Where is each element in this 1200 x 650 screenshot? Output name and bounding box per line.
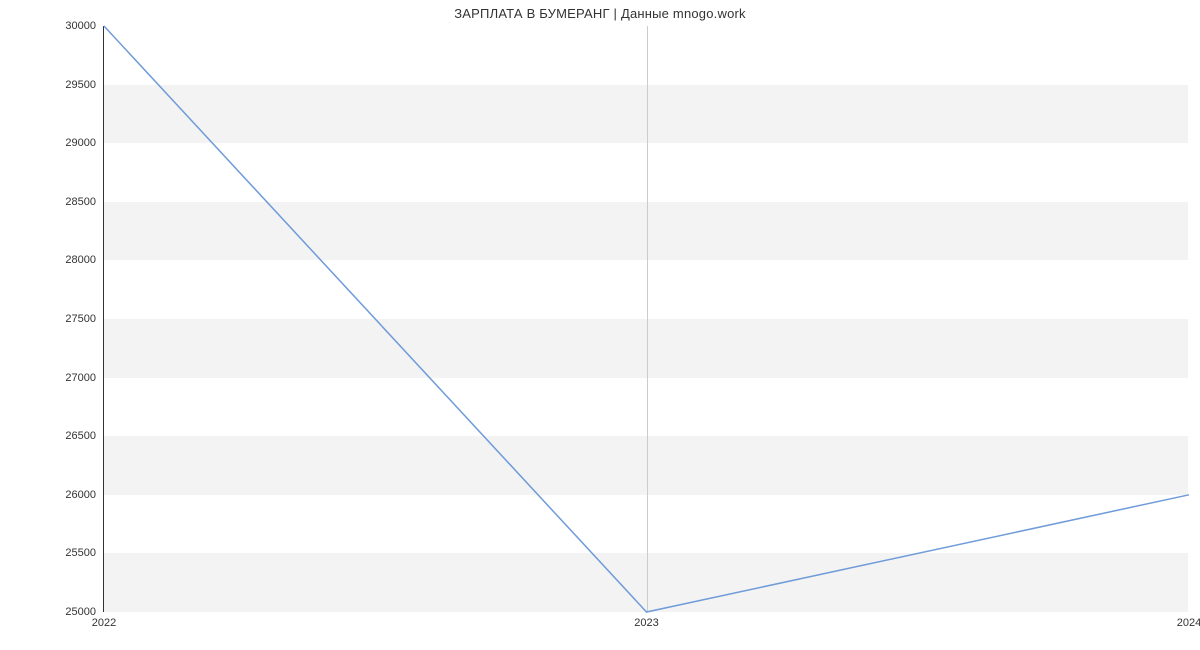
y-tick-label: 25500 <box>65 547 96 559</box>
y-tick-label: 26500 <box>65 430 96 442</box>
x-tick-label: 2024 <box>1177 617 1200 629</box>
plot-area: 2500025500260002650027000275002800028500… <box>103 26 1188 612</box>
y-tick-label: 29000 <box>65 137 96 149</box>
x-tick-label: 2023 <box>634 617 658 629</box>
chart-title: ЗАРПЛАТА В БУМЕРАНГ | Данные mnogo.work <box>0 6 1200 21</box>
x-tick-label: 2022 <box>92 617 116 629</box>
y-tick-label: 28500 <box>65 196 96 208</box>
y-tick-label: 30000 <box>65 20 96 32</box>
y-tick-label: 27000 <box>65 372 96 384</box>
y-tick-label: 28000 <box>65 254 96 266</box>
series-salary <box>104 26 1189 612</box>
y-tick-label: 27500 <box>65 313 96 325</box>
y-tick-label: 29500 <box>65 79 96 91</box>
chart-container: ЗАРПЛАТА В БУМЕРАНГ | Данные mnogo.work … <box>0 0 1200 650</box>
y-tick-label: 26000 <box>65 489 96 501</box>
line-series <box>104 26 1189 612</box>
